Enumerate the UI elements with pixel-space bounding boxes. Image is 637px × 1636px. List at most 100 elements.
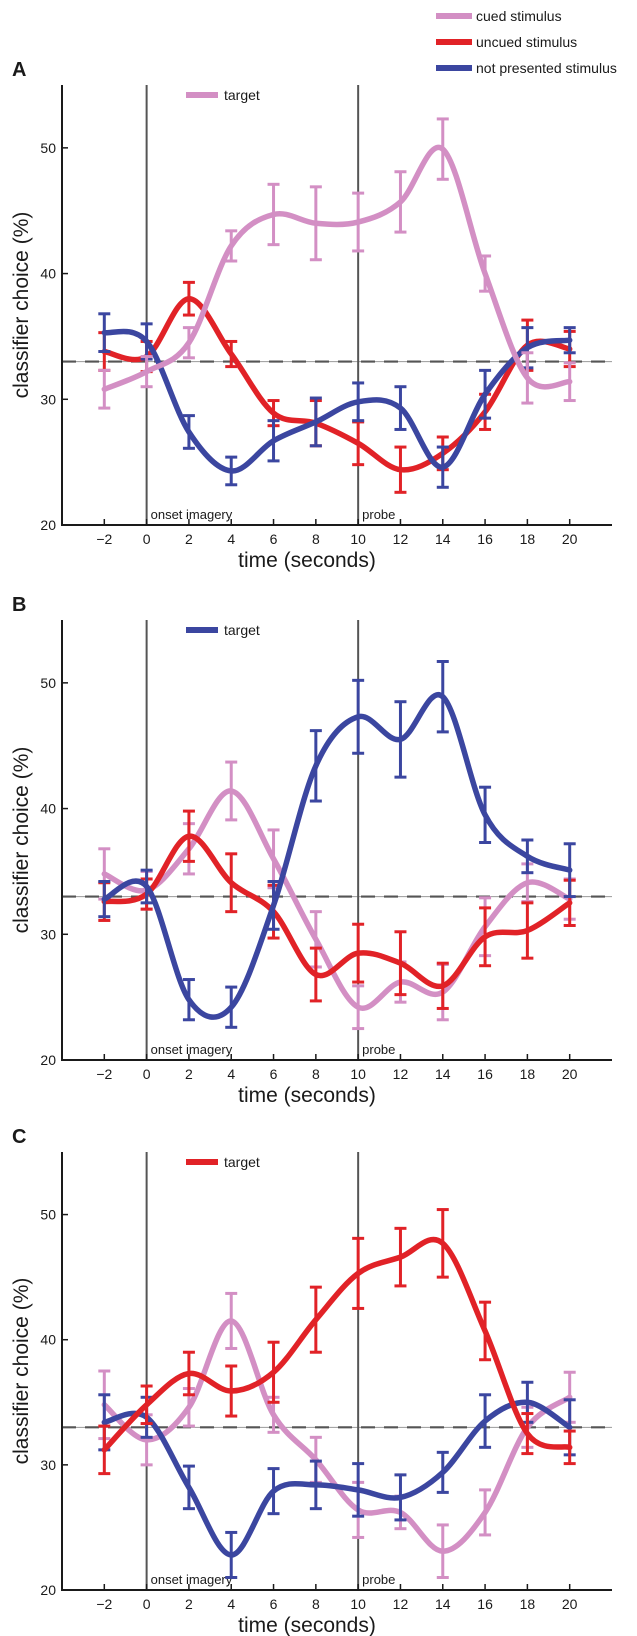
series-line-uncued [101,295,573,473]
error-bar-uncued [479,1300,492,1362]
error-bar-uncued [352,1236,365,1310]
series-not_presented [98,312,576,489]
error-bar-not_presented [352,1462,365,1518]
x-tick-label: 10 [350,1596,366,1612]
error-bar-not_presented [309,1459,322,1511]
error-bar-cued [98,368,111,410]
error-bar-uncued [309,946,322,1003]
x-tick-label: 4 [227,1596,235,1612]
x-tick-label: 8 [312,1066,320,1082]
x-tick-label: 14 [435,531,451,547]
x-tick-label: 12 [393,1066,409,1082]
error-bar-cued [436,1523,449,1579]
legend-label-cued: cued stimulus [476,8,562,24]
x-tick-label: 14 [435,1596,451,1612]
error-bar-not_presented [352,678,365,755]
x-tick-label: 14 [435,1066,451,1082]
error-bar-uncued [479,906,492,968]
error-bar-not_presented [309,729,322,803]
error-bar-cued [436,117,449,181]
y-tick-label: 20 [40,1052,56,1068]
x-tick-label: −2 [96,1596,112,1612]
error-bar-uncued [352,922,365,984]
x-tick-label: 2 [185,1596,193,1612]
y-tick-label: 40 [40,1332,56,1348]
error-bar-not_presented [182,414,195,450]
error-bar-cued [267,828,280,890]
x-tick-label: 20 [562,531,578,547]
x-tick-label: 16 [477,1066,493,1082]
x-tick-label: 0 [143,1066,151,1082]
event-label-0: onset imagery [151,507,233,522]
target-label: target [224,87,260,103]
error-bar-cued [479,1488,492,1537]
y-tick-label: 50 [40,675,56,691]
y-axis-label: classifier choice (%) [10,212,33,399]
x-tick-label: 2 [185,1066,193,1082]
series-line-cued [101,144,573,392]
error-bar-not_presented [267,879,280,931]
error-bar-not_presented [436,1450,449,1494]
event-label-1: probe [362,1042,395,1057]
error-bar-not_presented [182,1464,195,1511]
error-bar-not_presented [225,455,238,487]
x-tick-label: 18 [520,1596,536,1612]
error-bar-cued [521,351,534,405]
error-bar-uncued [98,1424,111,1476]
x-tick-label: 2 [185,531,193,547]
series-line-uncued [101,1236,573,1453]
error-bar-not_presented [479,1393,492,1449]
error-bar-uncued [182,1350,195,1397]
y-tick-label: 30 [40,391,56,407]
error-bar-not_presented [182,978,195,1022]
error-bar-uncued [309,1285,322,1354]
x-tick-label: 10 [350,1066,366,1082]
x-tick-label: −2 [96,531,112,547]
x-tick-label: 10 [350,531,366,547]
event-label-1: probe [362,507,395,522]
error-bar-uncued [436,1208,449,1279]
error-bar-not_presented [352,381,365,423]
error-bar-uncued [182,280,195,317]
error-bar-uncued [225,1364,238,1418]
series-uncued [98,1208,576,1476]
error-bar-cued [352,984,365,1031]
x-tick-label: 20 [562,1596,578,1612]
error-bar-not_presented [140,868,153,905]
x-tick-label: 20 [562,1066,578,1082]
x-tick-label: 8 [312,531,320,547]
error-bar-cued [352,191,365,253]
error-bar-uncued [225,339,238,369]
x-tick-label: 0 [143,1596,151,1612]
x-tick-label: 0 [143,531,151,547]
error-bar-not_presented [394,385,407,431]
x-tick-label: 18 [520,531,536,547]
error-bar-cued [225,1291,238,1350]
y-tick-label: 30 [40,926,56,942]
error-bar-uncued [267,1340,280,1404]
y-tick-label: 20 [40,1582,56,1598]
error-bar-not_presented [98,312,111,354]
series-not_presented [98,1380,576,1579]
error-bar-uncued [394,1226,407,1288]
error-bar-uncued [140,1384,153,1426]
error-bar-not_presented [563,842,576,899]
legend-label-not_presented: not presented stimulus [476,60,617,76]
target-label: target [224,1154,260,1170]
error-bar-uncued [225,852,238,914]
x-tick-label: 16 [477,531,493,547]
x-tick-label: 6 [270,1066,278,1082]
panel-letter: C [12,1126,26,1148]
x-tick-label: 18 [520,1066,536,1082]
error-bar-not_presented [267,419,280,463]
event-label-0: onset imagery [151,1042,233,1057]
y-axis-label: classifier choice (%) [10,747,33,934]
y-tick-label: 20 [40,517,56,533]
series-line-not_presented [101,691,573,1020]
series-cued [98,760,576,1031]
